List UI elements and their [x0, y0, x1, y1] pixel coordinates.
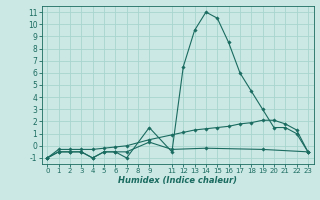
X-axis label: Humidex (Indice chaleur): Humidex (Indice chaleur) — [118, 176, 237, 185]
